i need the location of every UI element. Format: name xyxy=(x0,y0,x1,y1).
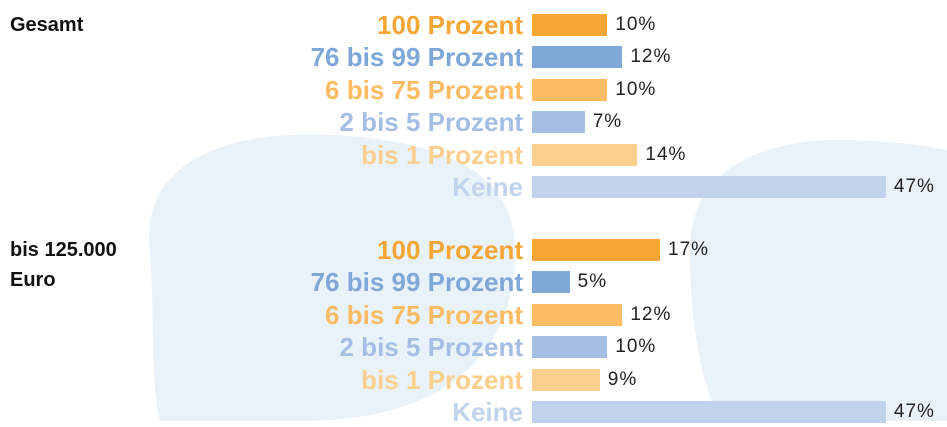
value-label: 10% xyxy=(615,78,657,100)
category-label: Keine xyxy=(452,397,523,427)
category-label: 76 bis 99 Prozent xyxy=(310,42,523,73)
bar xyxy=(532,111,585,134)
category-label: bis 1 Prozent xyxy=(361,139,523,170)
value-label: 10% xyxy=(615,14,657,35)
category-label: 76 bis 99 Prozent xyxy=(310,267,523,298)
value-label: 17% xyxy=(668,239,710,260)
bar xyxy=(532,176,886,198)
category-label: Keine xyxy=(452,172,523,202)
bar xyxy=(532,239,660,261)
category-label: 100 Prozent xyxy=(377,10,523,40)
category-label: 2 bis 5 Prozent xyxy=(339,107,524,138)
value-label: 47% xyxy=(893,401,935,422)
bar xyxy=(532,46,623,69)
bar xyxy=(532,143,638,166)
value-label: 12% xyxy=(630,46,672,68)
category-label: 6 bis 75 Prozent xyxy=(325,299,523,330)
value-label: 14% xyxy=(645,143,687,165)
group-title: Gesamt xyxy=(10,14,84,36)
group-title: bis 125.000 Euro xyxy=(10,239,117,291)
bar xyxy=(532,78,608,101)
value-label: 5% xyxy=(577,271,608,293)
value-label: 10% xyxy=(615,336,657,358)
bar xyxy=(532,303,623,326)
bar xyxy=(532,336,608,359)
category-label: bis 1 Prozent xyxy=(361,364,523,395)
background-blob xyxy=(149,134,516,421)
category-label: 6 bis 75 Prozent xyxy=(325,74,523,105)
value-label: 12% xyxy=(630,303,672,325)
bar xyxy=(532,368,600,391)
bar xyxy=(532,14,608,36)
bar xyxy=(532,401,886,423)
value-label: 47% xyxy=(893,176,935,197)
value-label: 9% xyxy=(607,368,638,390)
value-label: 7% xyxy=(592,111,623,133)
bar xyxy=(532,271,570,294)
background-blob xyxy=(690,140,947,421)
category-label: 100 Prozent xyxy=(377,235,523,265)
category-label: 2 bis 5 Prozent xyxy=(339,332,524,363)
